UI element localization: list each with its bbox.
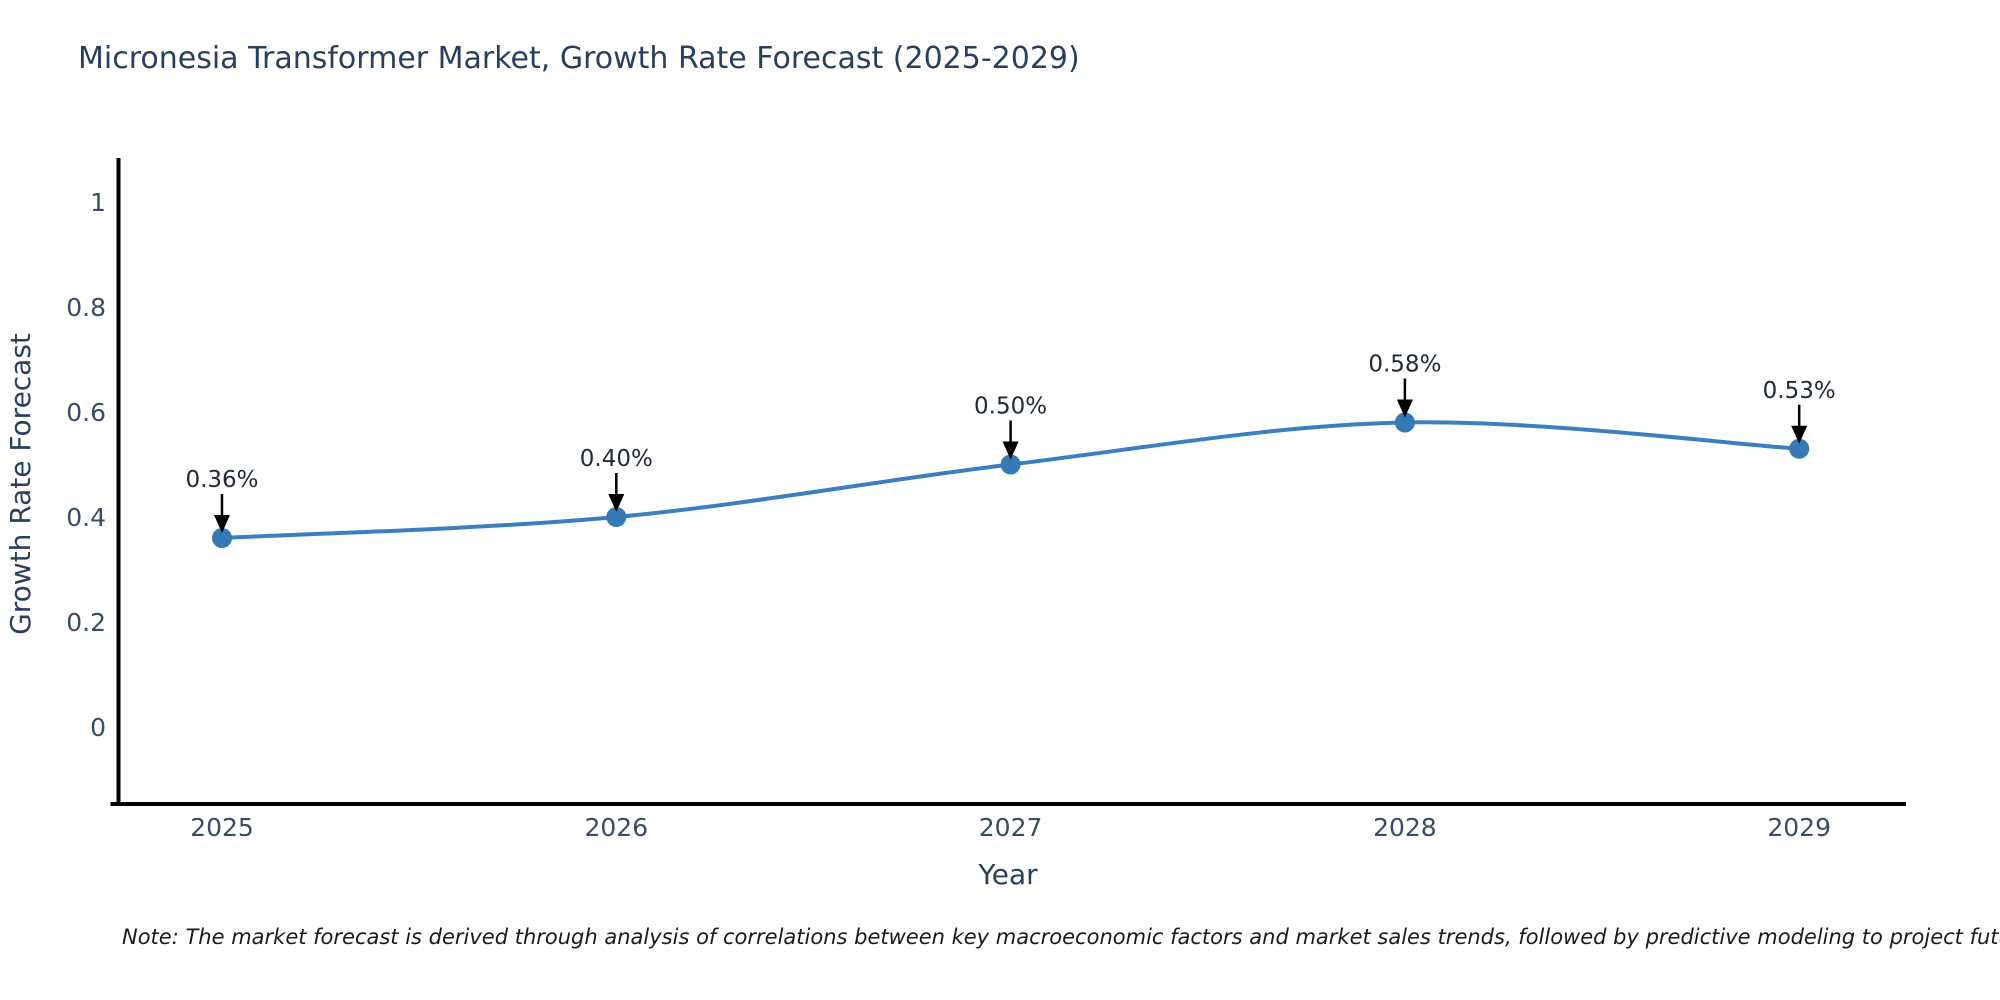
data-point-2025 — [212, 528, 232, 548]
annotation-arrowhead-icon — [214, 515, 230, 533]
y-tick-label: 0.4 — [66, 503, 106, 532]
x-tick-label: 2026 — [584, 813, 648, 842]
point-value-label: 0.40% — [580, 446, 653, 472]
x-tick-label: 2025 — [190, 813, 254, 842]
point-value-label: 0.53% — [1763, 378, 1836, 404]
x-tick-label: 2027 — [979, 813, 1043, 842]
annotation-arrowhead-icon — [608, 494, 625, 512]
annotations-group: 0.36% 0.40% 0.50% 0.58% 0.53% — [185, 352, 1836, 533]
data-point-2027 — [1000, 454, 1021, 475]
y-tick-label: 0 — [90, 713, 106, 742]
point-value-label: 0.58% — [1368, 352, 1441, 378]
x-tick-label: 2028 — [1373, 813, 1437, 842]
y-tick-label: 0.6 — [66, 398, 106, 427]
annotation-arrowhead-icon — [1002, 441, 1019, 460]
chart-title: Micronesia Transformer Market, Growth Ra… — [78, 41, 1080, 76]
annotation-arrowhead-icon — [1791, 425, 1808, 444]
point-value-label: 0.50% — [974, 394, 1047, 420]
y-axis-title: Growth Rate Forecast — [4, 333, 37, 635]
x-tick-label: 2029 — [1767, 813, 1831, 842]
data-point-2026 — [606, 507, 627, 527]
data-point-2028 — [1394, 412, 1415, 433]
data-points-group — [212, 412, 1810, 548]
annotation-arrowhead-icon — [1396, 399, 1413, 418]
point-value-label: 0.36% — [185, 467, 258, 493]
y-tick-labels: 0 0.2 0.4 0.6 0.8 1 — [66, 188, 106, 742]
x-tick-labels: 2025 2026 2027 2028 2029 — [190, 813, 1831, 842]
y-tick-label: 0.2 — [66, 608, 106, 637]
y-tick-label: 0.8 — [66, 293, 106, 322]
footnote: Note: The market forecast is derived thr… — [122, 925, 2000, 949]
data-point-2029 — [1789, 438, 1810, 459]
x-axis-title: Year — [977, 858, 1038, 891]
y-tick-label: 1 — [90, 188, 106, 217]
